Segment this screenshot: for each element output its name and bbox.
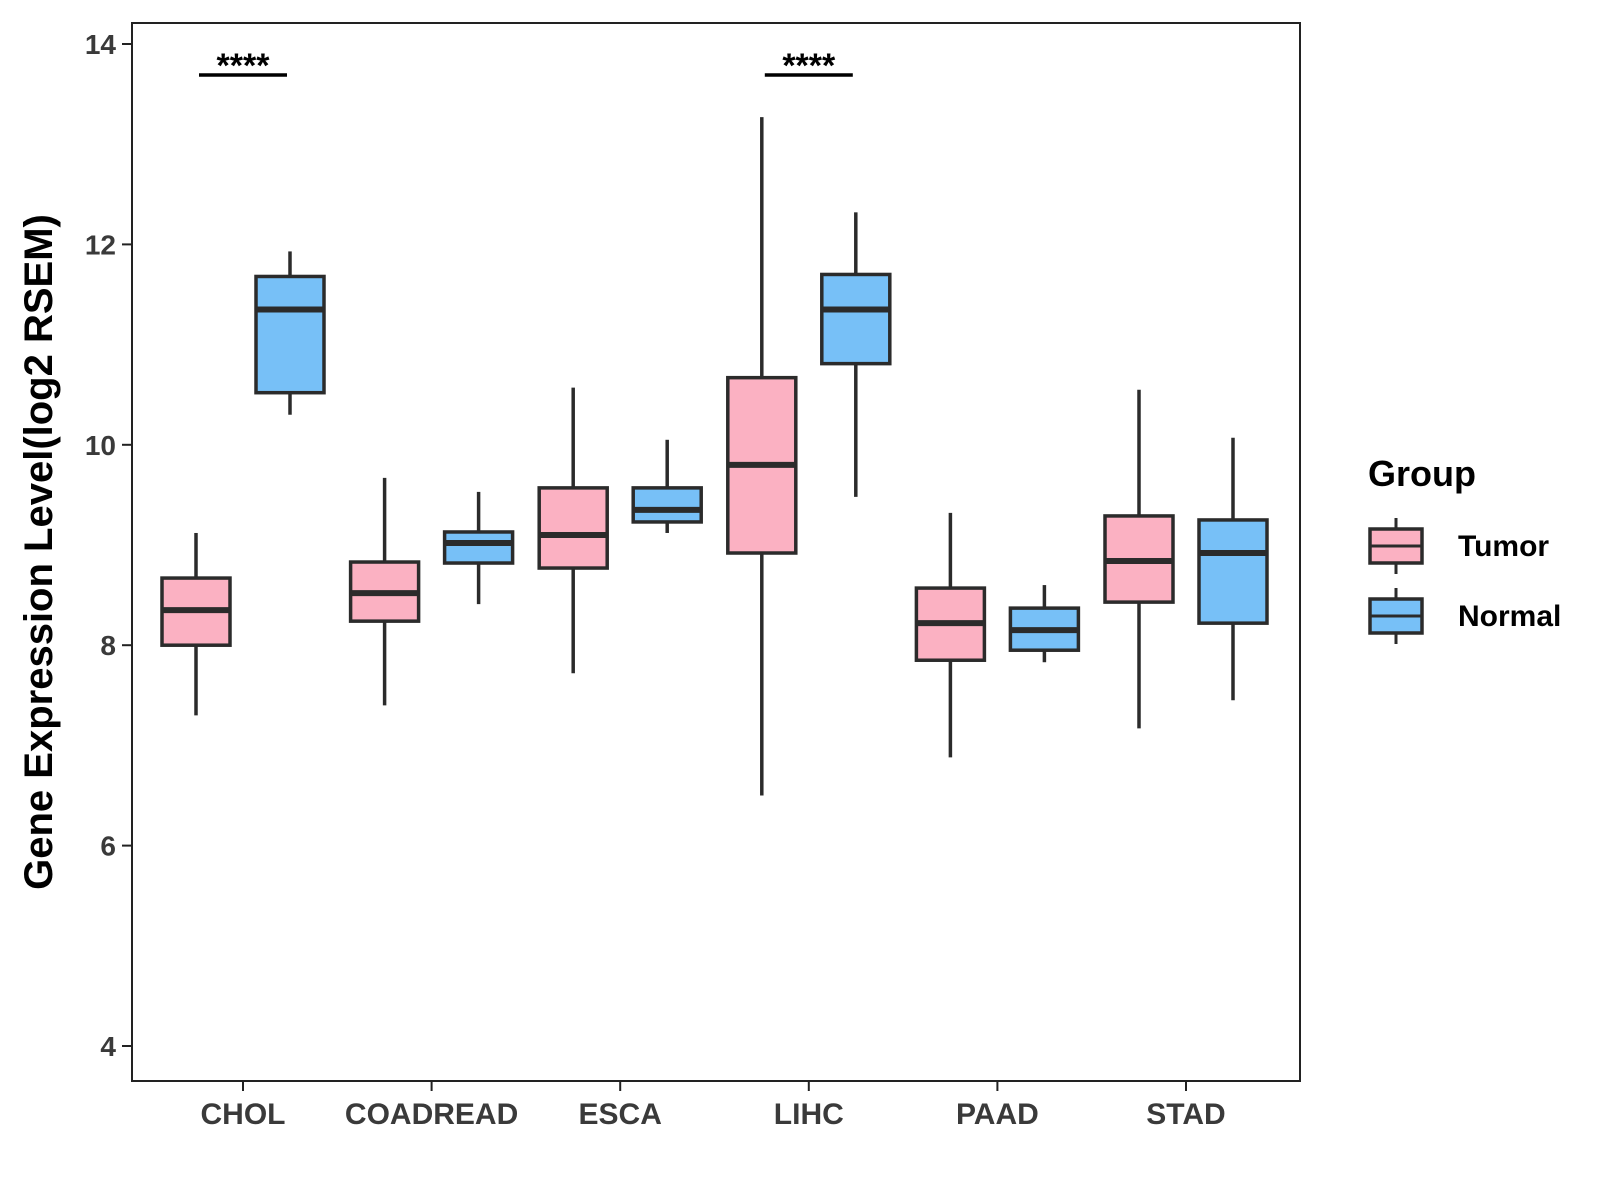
box-tumor-stad	[1103, 389, 1175, 729]
box-normal-paad	[1008, 585, 1081, 663]
y-tick-label: 4	[100, 1031, 116, 1062]
legend-label: Tumor	[1458, 530, 1549, 563]
legend-item-normal: Normal	[1368, 588, 1561, 644]
y-tick-label: 10	[85, 430, 116, 461]
box-tumor-esca	[537, 387, 609, 674]
y-tick-label: 8	[100, 630, 116, 661]
box-layer	[160, 117, 1269, 796]
x-tick-label-chol: CHOL	[201, 1098, 286, 1131]
box-tumor-paad	[914, 512, 987, 758]
x-axis: CHOL COADREAD ESCA LIHC PAAD STAD	[201, 1081, 1226, 1131]
y-tick-label: 14	[85, 29, 117, 60]
legend-title: Group	[1368, 453, 1476, 494]
box-body	[442, 530, 515, 565]
box-tumor-coadread	[348, 477, 421, 706]
legend-label: Normal	[1458, 600, 1561, 633]
plot-panel	[131, 22, 1301, 1082]
y-axis-title: Gene Expression Level(log2 RSEM)	[17, 214, 61, 890]
box-normal-coadread	[442, 491, 515, 605]
legend-item-tumor: Tumor	[1368, 518, 1549, 574]
significance-label: ****	[782, 47, 836, 85]
y-tick-label: 12	[85, 229, 116, 260]
x-tick-label-lihc: LIHC	[774, 1098, 844, 1131]
x-tick-label-paad: PAAD	[956, 1098, 1039, 1131]
box-tumor-lihc	[726, 117, 798, 796]
legend: Group Tumor Normal	[1368, 453, 1561, 644]
box-normal-lihc	[820, 212, 892, 497]
significance-layer: **** ****	[199, 47, 853, 85]
x-tick-label-esca: ESCA	[579, 1098, 662, 1131]
x-tick-label-coadread: COADREAD	[345, 1098, 518, 1131]
x-tick-label-stad: STAD	[1146, 1098, 1225, 1131]
box-normal-stad	[1197, 437, 1269, 701]
box-body	[537, 486, 609, 570]
box-normal-esca	[631, 439, 703, 533]
box-body	[254, 274, 326, 395]
significance-label: ****	[217, 47, 271, 85]
y-tick-label: 6	[100, 831, 116, 862]
box-tumor-chol	[160, 532, 232, 716]
box-body	[1197, 518, 1269, 625]
box-body	[820, 272, 892, 366]
box-normal-chol	[254, 251, 326, 415]
box-body	[631, 486, 703, 524]
y-axis: 4 6 8 10 12 14	[85, 29, 132, 1062]
